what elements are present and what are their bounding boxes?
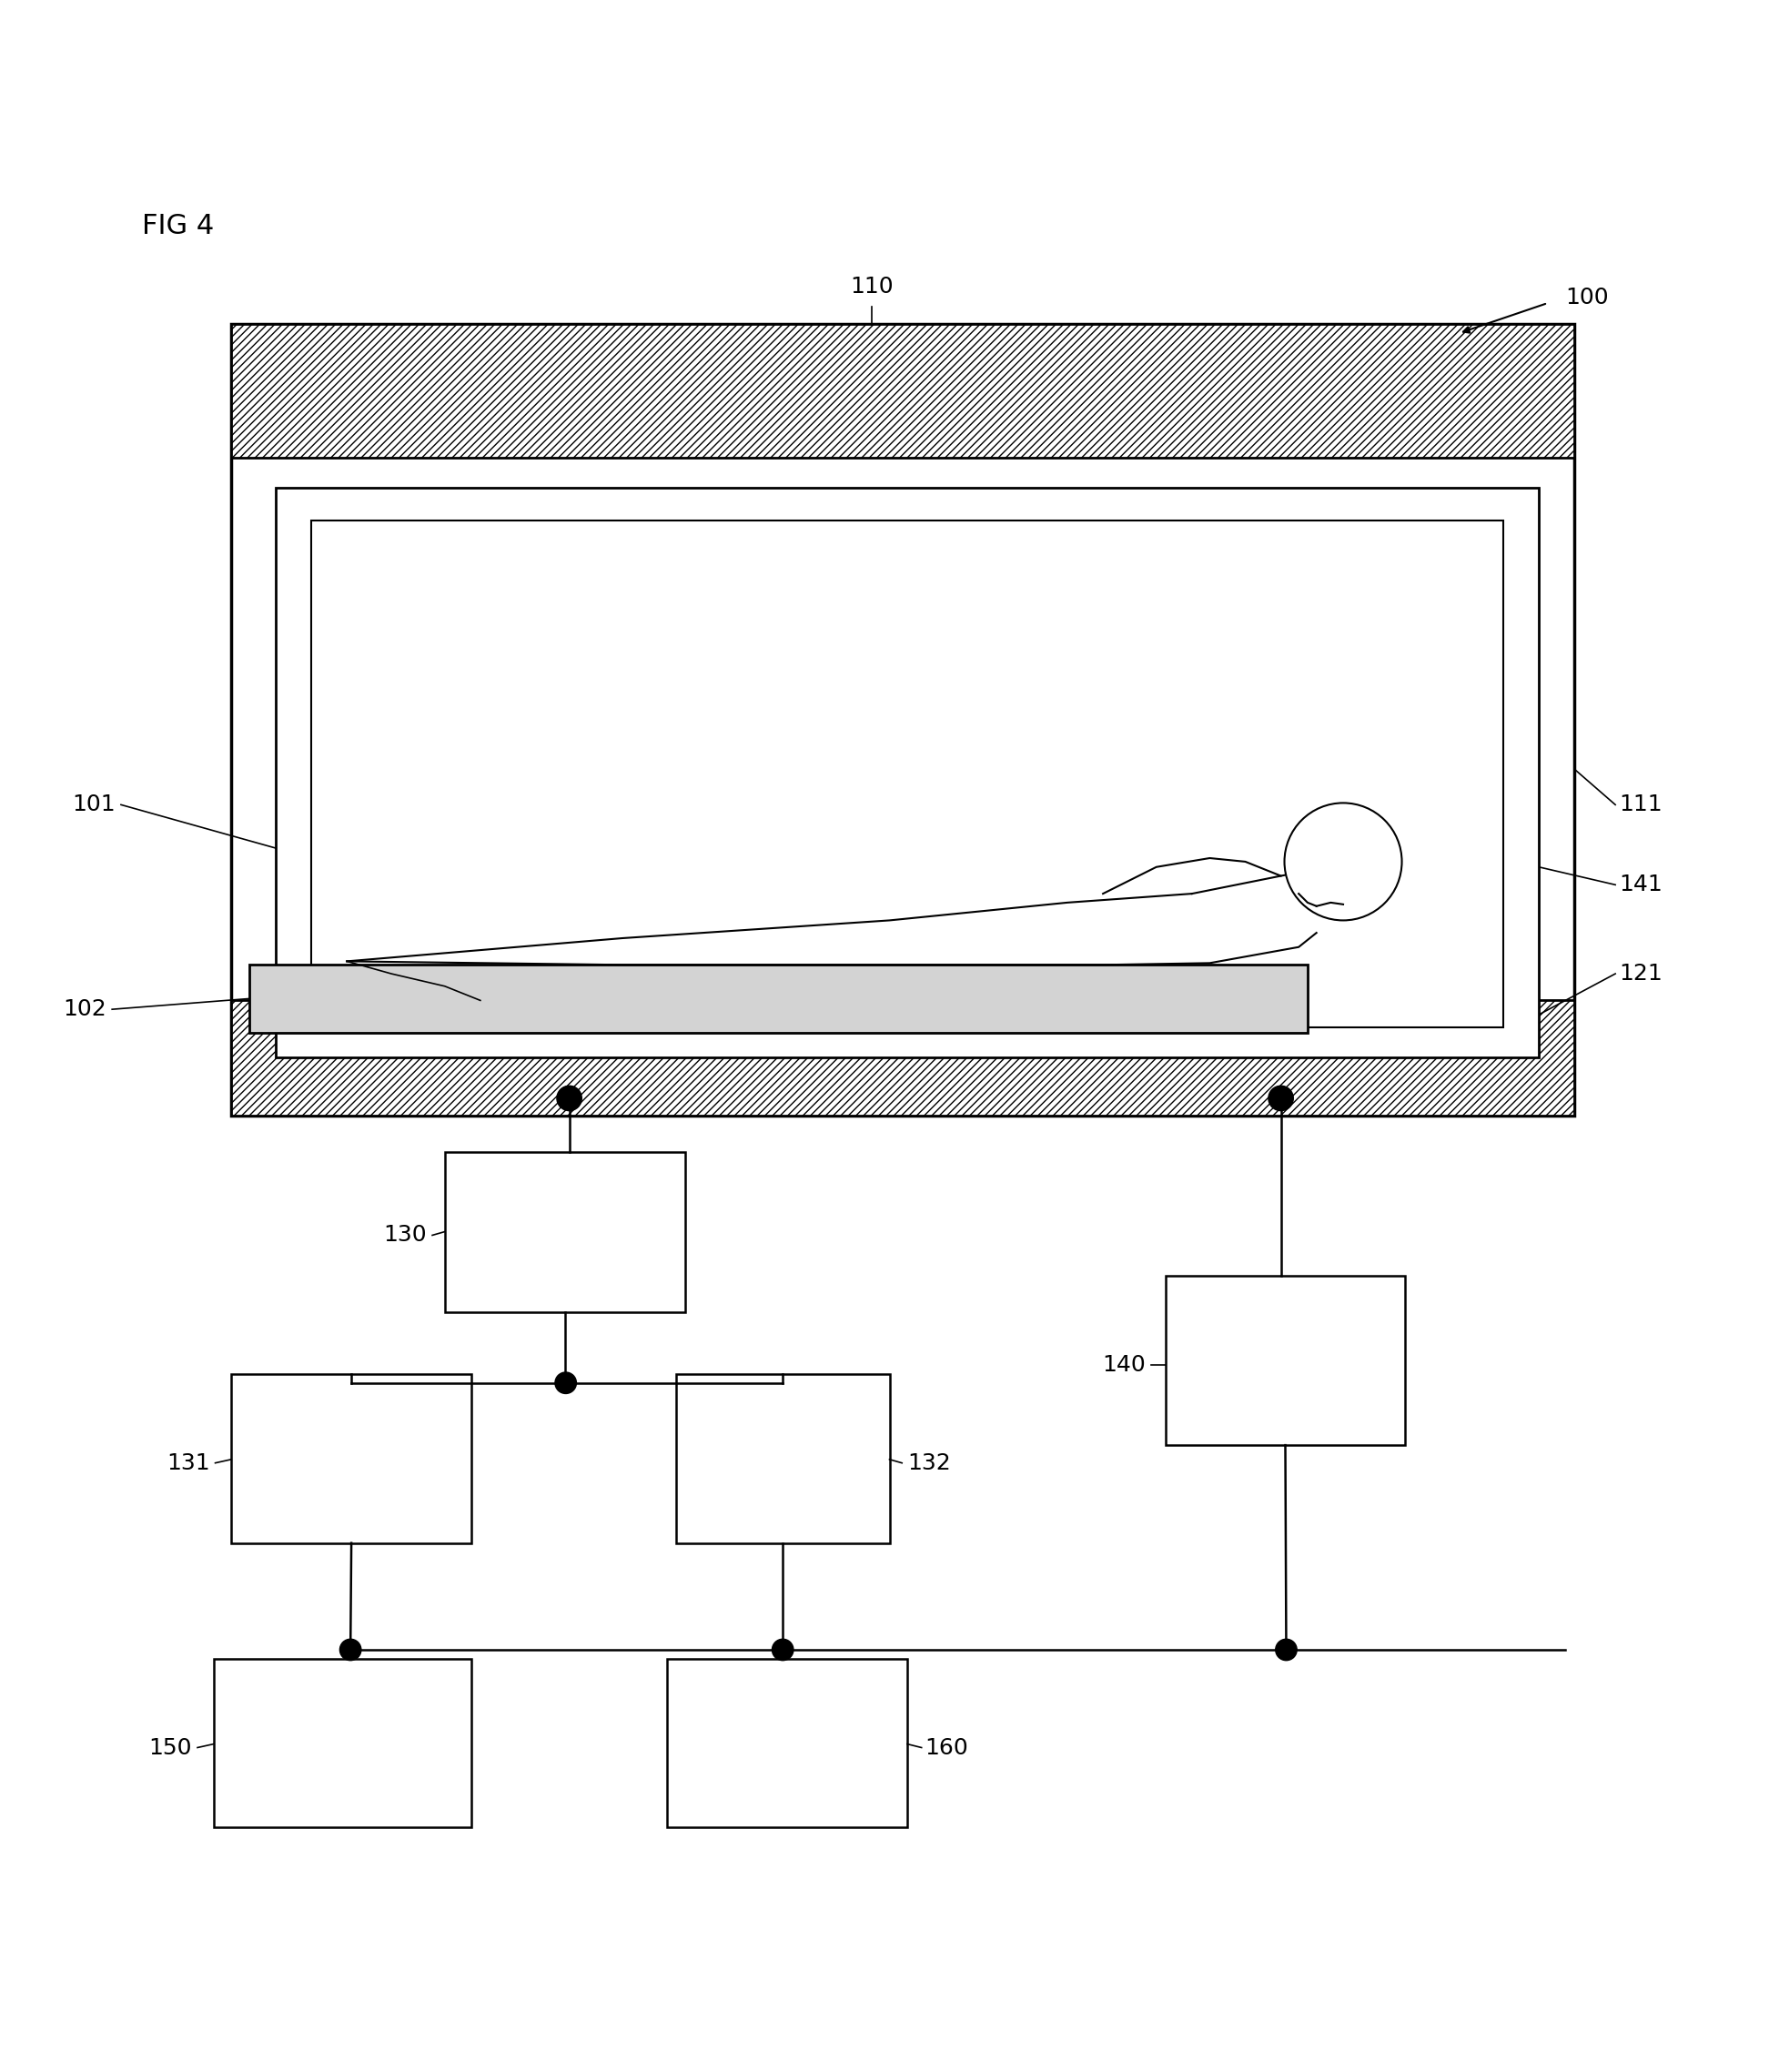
Bar <box>676 1374 890 1544</box>
Text: 141: 141 <box>1619 874 1662 895</box>
Circle shape <box>772 1639 793 1660</box>
Text: FIG 4: FIG 4 <box>142 213 215 240</box>
Text: 150: 150 <box>149 1736 192 1759</box>
Bar <box>231 325 1574 458</box>
Circle shape <box>555 1372 576 1394</box>
Bar <box>311 520 1503 1028</box>
Text: 160: 160 <box>925 1736 968 1759</box>
Bar <box>231 1374 471 1544</box>
Circle shape <box>340 1639 361 1660</box>
Text: 140: 140 <box>1103 1355 1146 1376</box>
Bar <box>231 1001 1574 1117</box>
Bar <box>276 489 1539 1057</box>
Bar <box>667 1660 907 1828</box>
Bar <box>213 1660 471 1828</box>
Bar <box>1165 1276 1405 1444</box>
Bar <box>249 966 1308 1032</box>
Text: 131: 131 <box>167 1452 210 1473</box>
Bar <box>231 325 1574 1117</box>
Text: 130: 130 <box>384 1225 427 1245</box>
Text: 132: 132 <box>907 1452 950 1473</box>
Circle shape <box>1284 804 1402 920</box>
Text: 102: 102 <box>64 999 107 1019</box>
Text: 110: 110 <box>850 276 893 298</box>
Circle shape <box>557 1086 582 1111</box>
Text: 121: 121 <box>1619 963 1662 984</box>
Circle shape <box>1268 1086 1293 1111</box>
Text: 100: 100 <box>1566 286 1608 309</box>
Circle shape <box>1276 1639 1297 1660</box>
Text: 101: 101 <box>73 794 116 816</box>
Text: 111: 111 <box>1619 794 1662 816</box>
Bar <box>445 1152 685 1312</box>
